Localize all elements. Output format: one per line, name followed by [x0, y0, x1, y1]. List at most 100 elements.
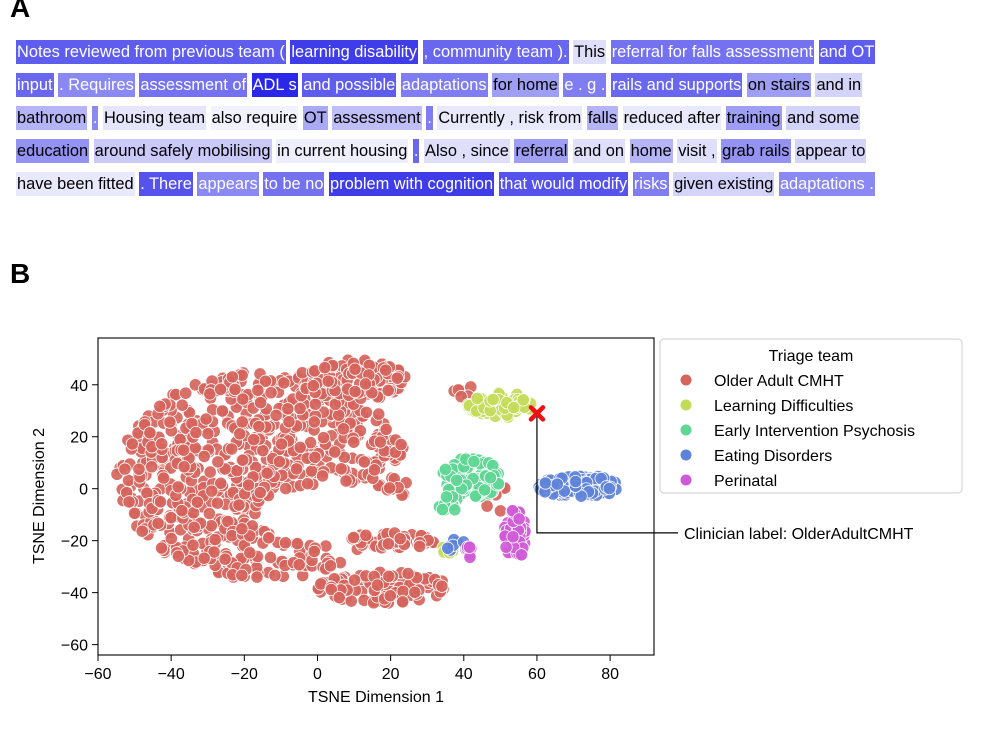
scatter-point	[151, 516, 165, 530]
scatter-point	[357, 455, 371, 469]
scatter-point	[175, 398, 189, 412]
legend-marker	[680, 374, 692, 386]
scatter-point	[550, 477, 564, 491]
scatter-point	[347, 435, 361, 449]
x-tick-label: 60	[528, 666, 546, 683]
scatter-point	[367, 463, 382, 477]
scatter-point	[370, 578, 385, 592]
scatter-point	[207, 545, 221, 559]
scatter-point	[347, 573, 362, 587]
highlighted-token: and some	[786, 106, 861, 130]
scatter-point	[241, 478, 256, 492]
y-axis-label: TSNE Dimension 2	[31, 428, 48, 564]
scatter-point	[164, 531, 178, 546]
scatter-point	[264, 386, 278, 400]
scatter-point	[135, 524, 149, 538]
scatter-point	[301, 477, 315, 491]
scatter-point	[215, 404, 230, 418]
scatter-point	[506, 530, 520, 544]
scatter-point	[306, 379, 320, 393]
text-line: Notes reviewed from previous team ( lear…	[16, 40, 976, 73]
scatter-point	[307, 544, 321, 559]
scatter-point	[359, 528, 373, 542]
highlighted-token: visit ,	[677, 139, 717, 163]
scatter-point	[538, 476, 553, 490]
scatter-point	[218, 552, 232, 566]
highlighted-token: assessment	[332, 106, 422, 130]
scatter-point	[250, 570, 264, 584]
legend-marker	[680, 399, 692, 411]
scatter-point	[258, 374, 273, 388]
scatter-point	[438, 462, 453, 476]
scatter-point	[175, 504, 189, 518]
scatter-point	[467, 454, 481, 469]
scatter-point	[127, 506, 142, 520]
highlighted-token: .	[412, 139, 420, 163]
scatter-point	[308, 450, 322, 464]
scatter-point	[171, 480, 185, 494]
highlight-x-marker	[528, 405, 546, 422]
scatter-point	[145, 460, 159, 474]
highlighted-token: referral for falls assessment	[610, 40, 814, 64]
y-tick-label: −20	[61, 534, 88, 551]
highlighted-token: learning disability	[290, 40, 419, 64]
highlighted-token: adaptations	[400, 73, 488, 97]
legend-title: Triage team	[769, 348, 854, 365]
scatter-point	[483, 471, 498, 485]
highlighted-token: falls	[586, 106, 619, 130]
y-tick-label: 0	[79, 482, 88, 499]
legend-entry: Learning Difficulties	[714, 398, 853, 415]
legend-marker	[680, 474, 692, 486]
x-tick-label: −40	[158, 666, 185, 683]
scatter-point	[448, 503, 462, 517]
highlighted-token: risks	[632, 172, 669, 196]
scatter-point	[319, 539, 333, 553]
highlighted-token: ADL s	[251, 73, 298, 97]
highlighted-token: problem with cognition	[329, 172, 495, 196]
legend-marker	[680, 449, 692, 461]
scatter-points	[110, 353, 623, 610]
scatter-point	[332, 591, 346, 605]
scatter-point	[143, 426, 157, 440]
highlighted-token: .	[426, 106, 433, 130]
highlighted-token: referral	[514, 139, 569, 163]
highlighted-token: Notes reviewed from previous team (	[16, 40, 286, 64]
scatter-point	[394, 437, 408, 452]
scatter-point	[202, 506, 216, 521]
scatter-point	[379, 422, 393, 436]
scatter-point	[253, 396, 268, 410]
scatter-point	[186, 538, 200, 552]
highlighted-token: also require	[210, 106, 299, 130]
scatter-point	[373, 435, 387, 449]
scatter-point	[201, 427, 215, 441]
axis-ticks: −60 −40 −20 0 20 40 60 80 −60 −40 −20 0 20 40	[61, 378, 619, 683]
scatter-point	[336, 422, 351, 436]
scatter-point	[157, 471, 171, 485]
scatter-point	[118, 462, 132, 476]
scatter-point	[163, 415, 177, 429]
scatter-point	[290, 537, 305, 551]
highlighted-token: This	[573, 40, 607, 64]
highlighted-token: bathroom	[16, 106, 88, 130]
scatter-point	[214, 476, 228, 490]
legend-entry: Older Adult CMHT	[714, 373, 844, 390]
scatter-point	[315, 469, 330, 483]
text-line: have been fitted . There appears to be n…	[16, 172, 976, 205]
scatter-point	[243, 546, 257, 560]
scatter-point	[233, 427, 247, 441]
highlighted-token: and possible	[302, 73, 397, 97]
x-axis-label: TSNE Dimension 1	[308, 689, 444, 706]
scatter-point	[507, 400, 521, 415]
highlighted-token: adaptations .	[778, 172, 875, 196]
highlighted-token: . Requires	[58, 73, 135, 97]
scatter-point	[154, 541, 169, 555]
legend: Triage team Older Adult CMHT Learning Diff…	[659, 338, 963, 494]
scatter-point	[382, 569, 396, 583]
highlighted-token: appears	[197, 172, 259, 196]
highlighted-token: have been fitted	[16, 172, 135, 196]
highlighted-token: .	[91, 106, 99, 130]
legend-entry: Perinatal	[714, 473, 777, 490]
scatter-point	[225, 442, 239, 456]
scatter-point	[435, 579, 449, 593]
highlighted-token: for home	[492, 73, 559, 97]
